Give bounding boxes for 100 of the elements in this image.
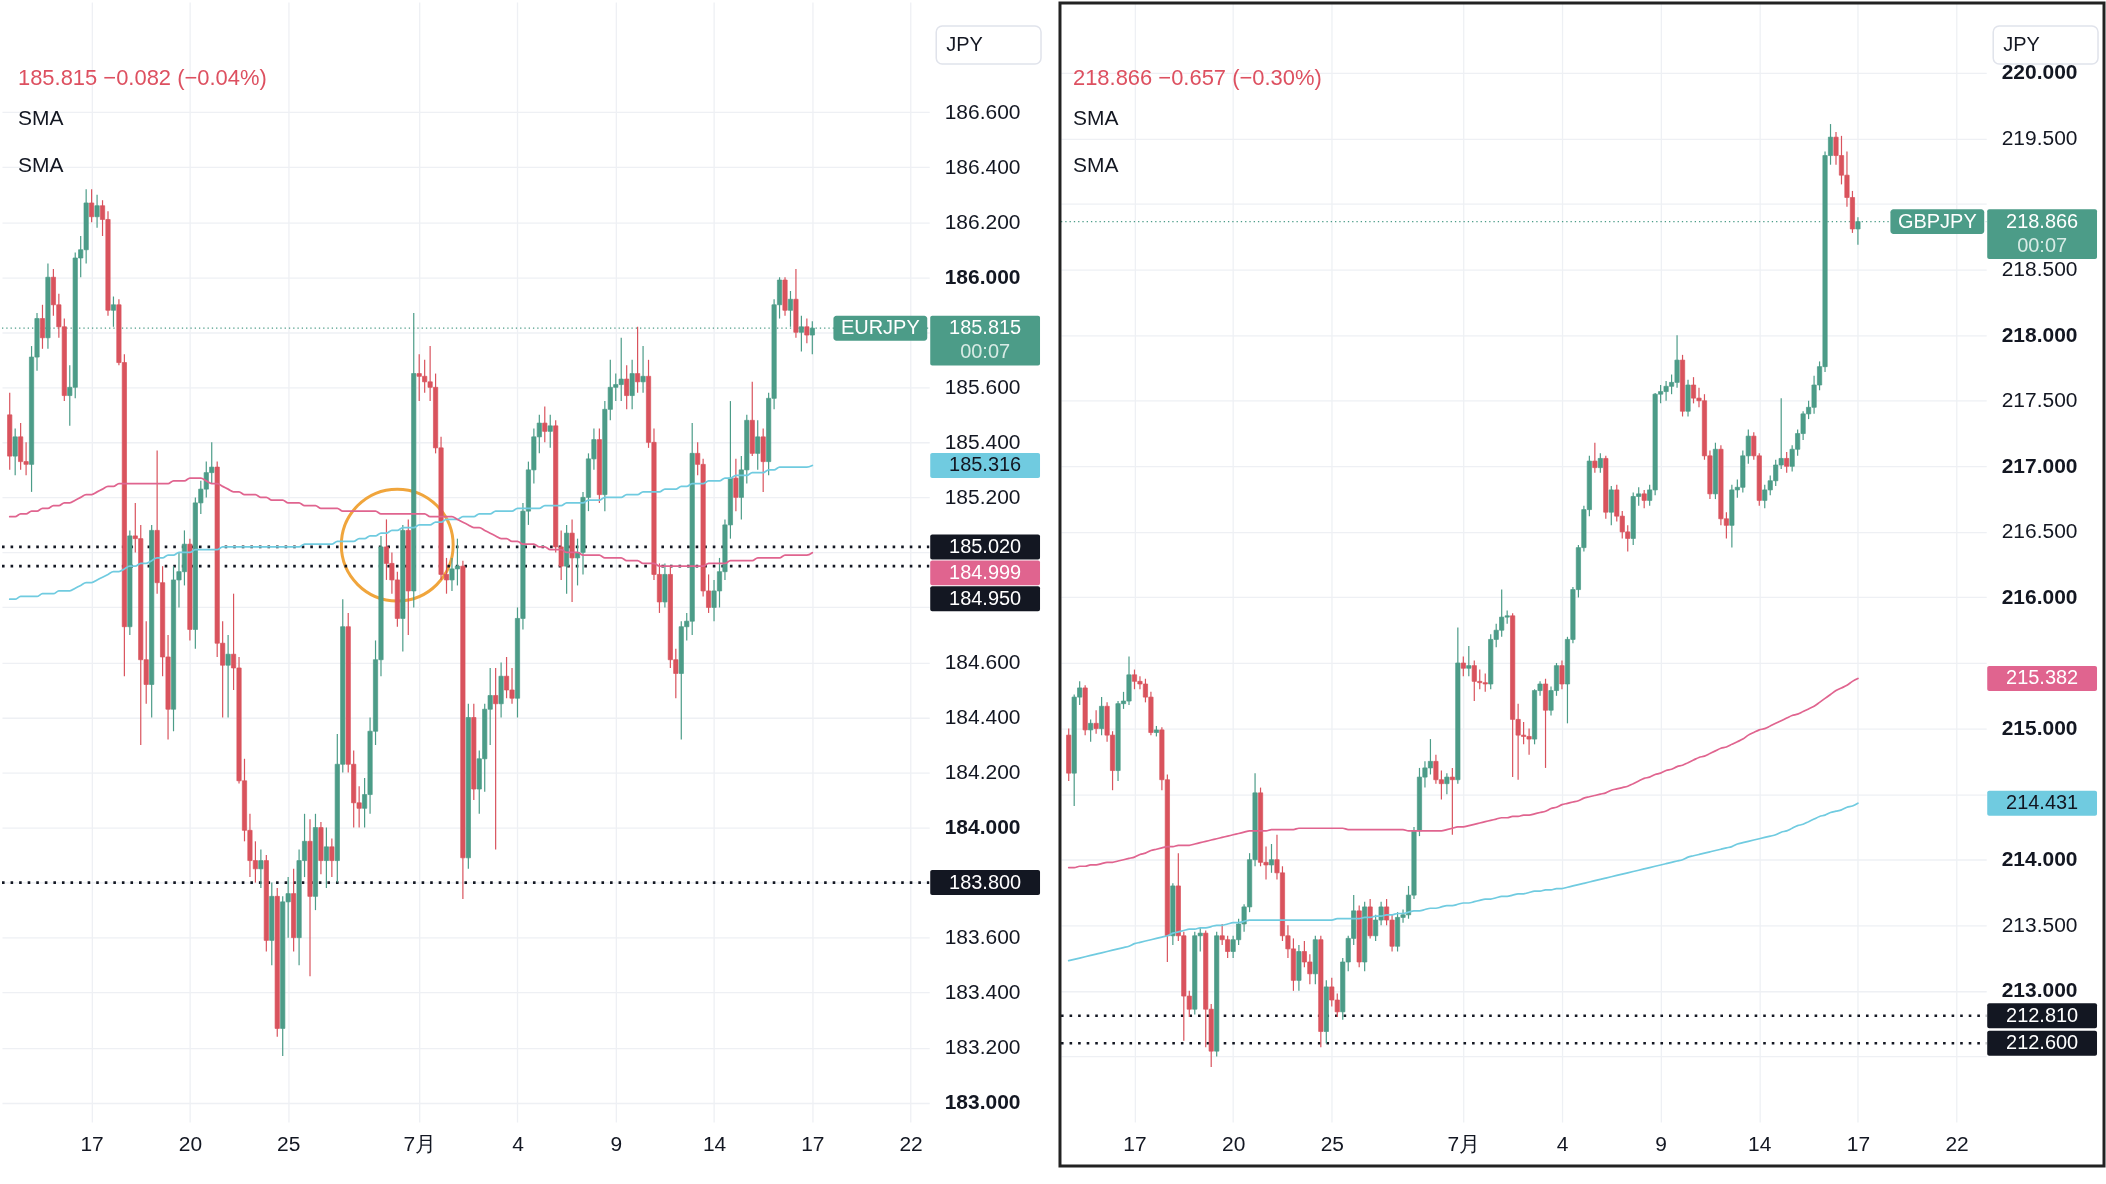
x-tick-label: 9 <box>1655 1132 1667 1156</box>
x-tick-label: 20 <box>178 1132 203 1156</box>
ref-line-label: 183.800 <box>949 870 1022 893</box>
y-tick-label: 186.200 <box>944 209 1021 233</box>
candlestick <box>225 634 231 719</box>
candlestick <box>755 419 761 471</box>
text: 00:07 <box>2017 233 2068 256</box>
y-tick-label: 184.400 <box>944 704 1021 728</box>
text: JPY <box>2003 33 2040 56</box>
ref-line-label: 218.866 <box>2006 209 2079 232</box>
candlestick <box>1444 772 1450 795</box>
candlestick <box>89 188 95 223</box>
candlestick <box>1088 718 1094 743</box>
y-tick-label: 183.200 <box>944 1035 1021 1059</box>
x-tick-label: 4 <box>1556 1132 1569 1156</box>
y-tick-label: 217.000 <box>2001 453 2078 477</box>
x-tick-label: 17 <box>1846 1132 1871 1156</box>
y-tick-label: 219.500 <box>2001 125 2078 149</box>
x-tick-label: 14 <box>702 1132 727 1156</box>
y-tick-label: 215.000 <box>2001 716 2078 740</box>
series-label: GBPJPY <box>1897 209 1977 232</box>
candlestick <box>1597 452 1603 474</box>
line-series <box>8 464 814 601</box>
y-tick-label: 183.000 <box>944 1090 1021 1114</box>
candlestick <box>329 837 335 878</box>
y-tick-label: 185.400 <box>944 429 1021 453</box>
y-tick-label: 185.200 <box>944 484 1021 508</box>
x-tick-label: 20 <box>1221 1132 1246 1156</box>
x-tick-label: 17 <box>801 1132 825 1156</box>
annotation: SMA <box>17 105 64 129</box>
candlestick <box>1099 696 1105 736</box>
candlestick <box>1460 655 1466 677</box>
y-tick-label: 186.600 <box>944 99 1021 123</box>
candlestick <box>804 317 810 344</box>
candlestick <box>640 345 646 394</box>
y-tick-label: 184.000 <box>944 815 1021 839</box>
annotation: SMA <box>1072 105 1119 129</box>
y-tick-label: 216.500 <box>2001 519 2078 543</box>
y-tick-label: 186.000 <box>944 264 1021 288</box>
series-label: EURJPY <box>840 316 920 339</box>
candlestick <box>575 538 581 587</box>
candlestick <box>94 194 100 229</box>
candlestick <box>1784 451 1790 474</box>
candlestick <box>323 826 329 889</box>
x-tick-label: 17 <box>80 1132 104 1156</box>
annotation: SMA <box>17 152 64 176</box>
annotation: SMA <box>1072 152 1119 176</box>
y-tick-label: 216.000 <box>2001 584 2078 608</box>
candlestick <box>1592 442 1598 474</box>
y-tick-label: 186.400 <box>944 154 1021 178</box>
x-tick-label: 4 <box>512 1132 525 1156</box>
candlestick <box>1466 645 1472 677</box>
candlestick <box>39 304 45 350</box>
candlestick <box>635 326 641 394</box>
candlestick <box>1641 489 1647 509</box>
candlestick <box>1093 709 1099 735</box>
candlestick <box>1449 767 1455 836</box>
candlestick <box>1268 843 1275 874</box>
x-tick-label: 14 <box>1748 1132 1772 1156</box>
x-tick-label: 17 <box>1123 1132 1147 1156</box>
y-tick-label: 183.400 <box>944 980 1021 1004</box>
candlestick <box>798 315 804 353</box>
y-tick-label: 184.200 <box>944 760 1021 784</box>
line-series <box>1067 677 1859 869</box>
x-tick-label: 22 <box>1945 1132 1969 1156</box>
x-tick-label: 22 <box>899 1132 923 1156</box>
annotation: 218.866 −0.657 (−0.30%) <box>1072 64 1322 90</box>
y-tick-label: 218.500 <box>2001 257 2078 281</box>
text: 184.999 <box>949 560 1022 583</box>
x-tick-label: 7月 <box>1447 1132 1481 1156</box>
x-tick-label: 9 <box>610 1132 623 1156</box>
text: 215.382 <box>2006 666 2079 689</box>
ref-line-label: 185.815 <box>949 316 1022 339</box>
candlestick <box>624 364 630 410</box>
ref-line-label: 185.020 <box>949 534 1022 557</box>
candlestick <box>733 458 739 512</box>
candlestick <box>258 848 264 889</box>
text: 185.316 <box>949 453 1022 476</box>
x-tick-label: 25 <box>277 1132 301 1156</box>
y-tick-label: 213.000 <box>2001 978 2078 1002</box>
candlestick <box>629 359 635 410</box>
candlestick <box>493 667 499 851</box>
y-tick-label: 213.500 <box>2001 912 2078 936</box>
candlestick <box>547 414 553 449</box>
candlestick <box>1608 485 1614 526</box>
candlestick <box>12 427 18 476</box>
x-tick-label: 25 <box>1320 1132 1344 1156</box>
y-tick-label: 185.600 <box>944 374 1021 398</box>
text: 214.431 <box>2006 791 2079 814</box>
text: JPY <box>946 33 983 56</box>
x-tick-label: 7月 <box>403 1132 437 1156</box>
ref-line-label: 212.810 <box>2006 1003 2079 1026</box>
y-tick-label: 183.600 <box>944 925 1021 949</box>
y-tick-label: 218.000 <box>2001 322 2078 346</box>
candlestick <box>1559 659 1565 690</box>
annotation: 185.815 −0.082 (−0.04%) <box>17 64 267 90</box>
text: 00:07 <box>960 340 1011 363</box>
y-tick-label: 217.500 <box>2001 388 2078 412</box>
y-tick-label: 214.000 <box>2001 847 2078 871</box>
candlestick <box>542 405 548 443</box>
